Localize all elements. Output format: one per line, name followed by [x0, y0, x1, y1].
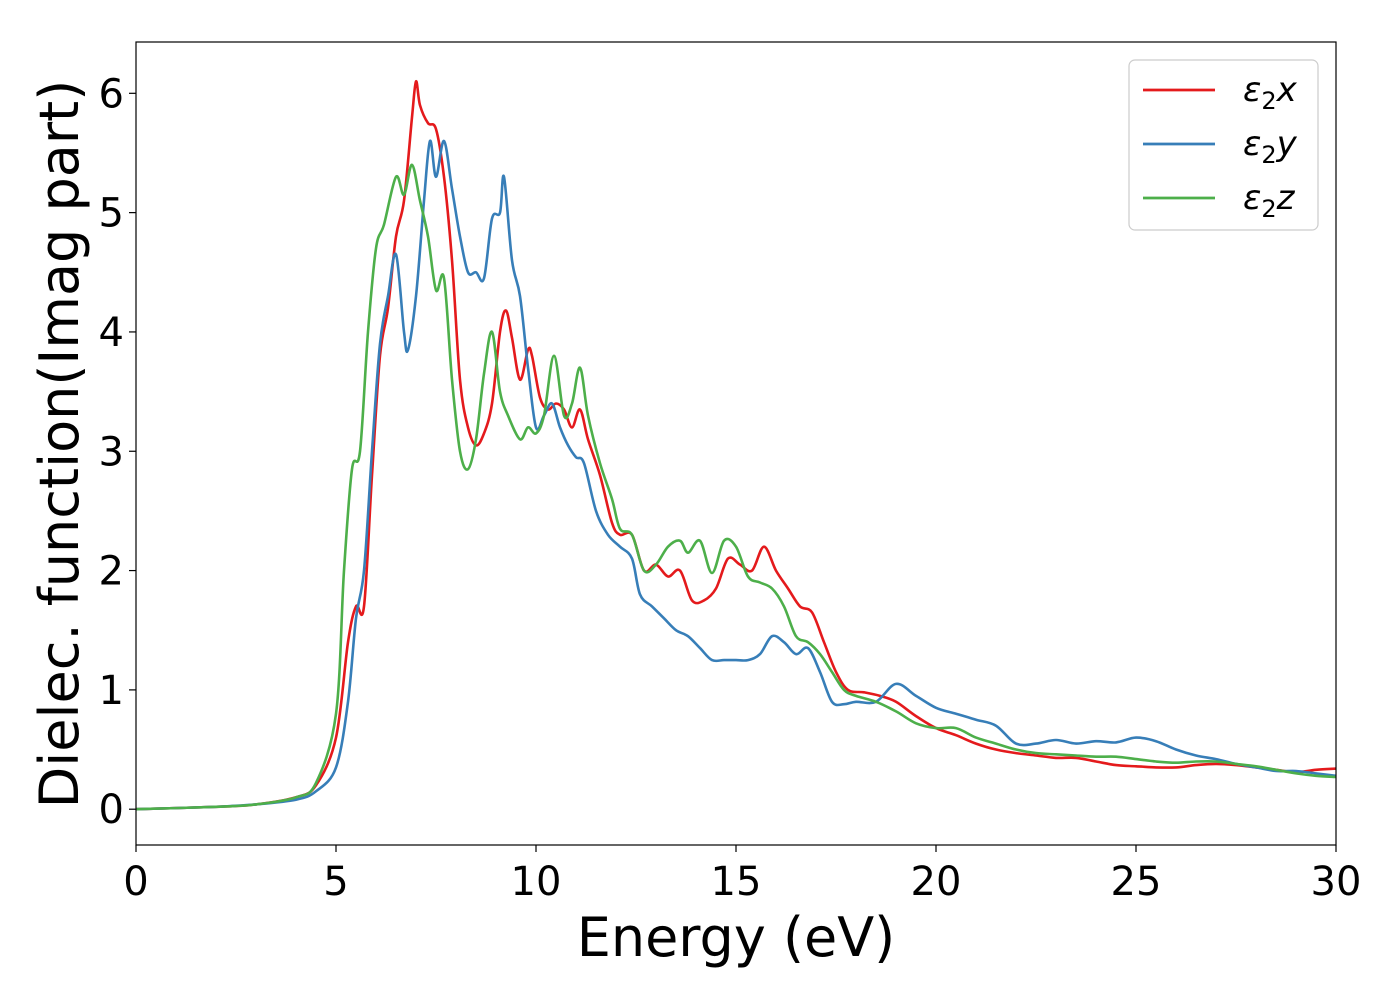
- x-tick-label: 10: [511, 859, 562, 905]
- series-line-z: [136, 163, 1336, 811]
- y-axis: 0 1 2 3 4 5 6: [99, 71, 136, 833]
- x-axis-title: Energy (eV): [577, 906, 896, 969]
- y-tick-label: 5: [99, 191, 124, 237]
- x-tick-label: 30: [1311, 859, 1362, 905]
- y-tick-label: 2: [99, 549, 124, 595]
- x-axis: 0 5 10 15 20 25 30: [123, 845, 1361, 905]
- y-tick-label: 1: [99, 668, 124, 714]
- y-tick-label: 4: [99, 310, 124, 356]
- legend: ε2x ε2y ε2z: [1128, 59, 1319, 231]
- x-tick-label: 5: [323, 859, 348, 905]
- legend-label-x: ε2x: [1243, 70, 1298, 115]
- legend-label-z: ε2z: [1243, 178, 1296, 223]
- y-axis-title: Dielec. function(Imag part): [28, 80, 91, 809]
- legend-box: [1128, 59, 1319, 231]
- y-tick-label: 0: [99, 787, 124, 833]
- series-line-x: [136, 80, 1336, 811]
- x-tick-label: 25: [1111, 859, 1162, 905]
- x-tick-label: 15: [711, 859, 762, 905]
- series-line-y: [136, 139, 1336, 811]
- x-tick-label: 0: [123, 859, 148, 905]
- y-tick-label: 3: [99, 429, 124, 475]
- y-tick-label: 6: [99, 71, 124, 117]
- x-tick-label: 20: [911, 859, 962, 905]
- series-layer: [136, 80, 1336, 811]
- legend-label-y: ε2y: [1243, 124, 1298, 169]
